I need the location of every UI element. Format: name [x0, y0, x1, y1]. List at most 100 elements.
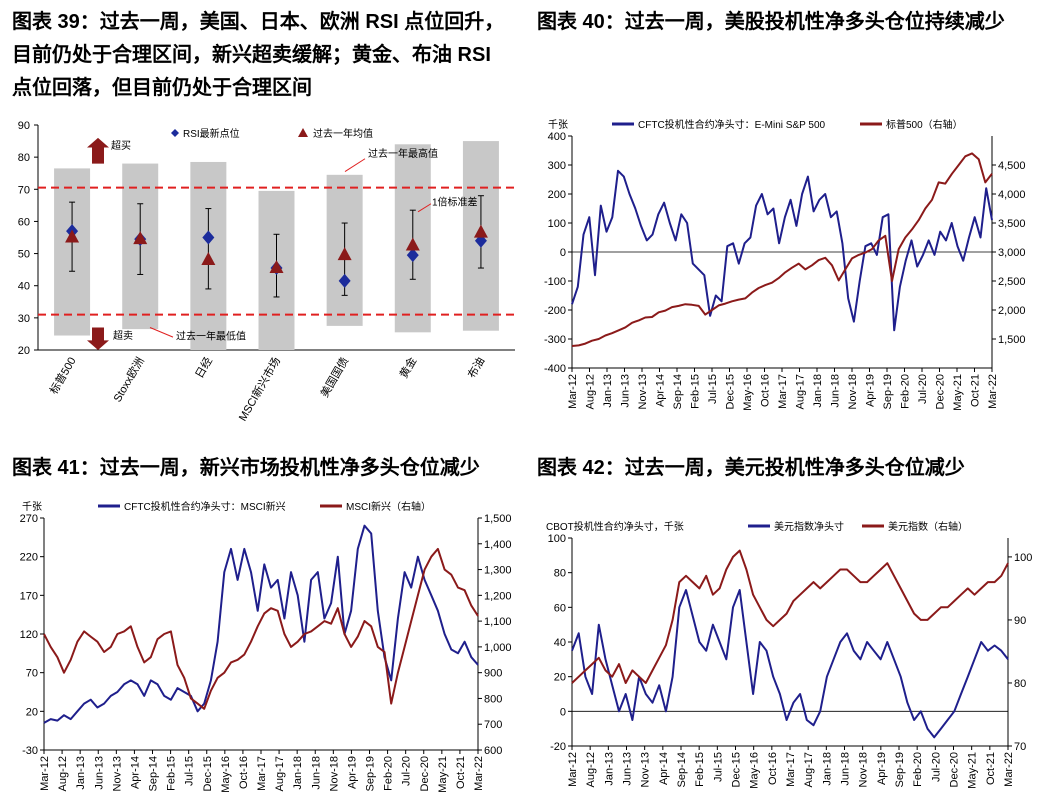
oversold-text: 超卖 — [113, 329, 133, 342]
x-tick-label: Aug-17 — [803, 752, 815, 787]
y-tick-label: 50 — [18, 249, 30, 261]
avg-marker — [65, 229, 80, 243]
x-tick-label: Feb-15 — [694, 752, 706, 787]
net-position-line — [43, 524, 479, 724]
x-tick-label: Jan-13 — [75, 756, 87, 790]
x-tick-label: Jan-18 — [821, 752, 833, 786]
x-tick-label: Dec-20 — [419, 756, 431, 791]
x-tick-label: Jun-18 — [310, 756, 322, 790]
legend-label: CFTC投机性合约净头寸：MSCI新兴 — [124, 500, 286, 513]
right-tick-label: 70 — [1014, 741, 1026, 753]
x-tick-label: Nov-18 — [328, 756, 340, 791]
left-tick-label: 0 — [560, 247, 566, 259]
x-tick-label: Jul-15 — [184, 756, 196, 786]
x-tick-label: Feb-20 — [383, 756, 395, 791]
x-tick-label: Jan-18 — [812, 374, 824, 408]
y-tick-label: 90 — [18, 120, 30, 132]
latest-marker — [406, 248, 419, 263]
legend-label: 美元指数（右轴） — [888, 520, 968, 533]
x-tick-label: Feb-20 — [912, 752, 924, 787]
x-tick-label: Apr-19 — [865, 374, 877, 407]
x-tick-label: Sep-19 — [894, 752, 906, 787]
x-tick-label: Jul-20 — [401, 756, 413, 786]
category-label: 黄金 — [396, 355, 419, 381]
x-tick-label: Nov-18 — [858, 752, 870, 787]
left-tick-label: 80 — [554, 568, 566, 580]
x-tick-label: Jan-13 — [602, 374, 614, 408]
x-tick-label: May-21 — [967, 752, 979, 789]
legend-avg-label: 过去一年均值 — [313, 127, 373, 140]
unit-label: 千张 — [22, 501, 42, 513]
x-tick-label: Nov-13 — [111, 756, 123, 791]
x-tick-label: Aug-12 — [57, 756, 69, 791]
x-tick-label: Nov-13 — [640, 752, 652, 787]
x-tick-label: Apr-19 — [346, 756, 358, 789]
msci-chart: 千张 -30 20 70 120 170 220 270 600 700 800 900 1,000 1,… — [20, 500, 512, 793]
left-tick-label: 200 — [548, 189, 566, 201]
x-tick-label: Aug-17 — [795, 374, 807, 409]
min-pointer — [149, 327, 174, 338]
x-tick-label: Sep-19 — [882, 374, 894, 409]
right-tick-label: 4,500 — [998, 160, 1026, 172]
net-position-line — [571, 169, 993, 332]
avg-marker — [405, 237, 420, 251]
x-tick-label: May-16 — [220, 756, 232, 793]
left-tick-label: -300 — [544, 334, 566, 346]
x-tick-label: Mar-12 — [567, 752, 579, 787]
x-tick-label: Mar-12 — [39, 756, 51, 791]
x-tick-label: Oct-21 — [455, 756, 467, 789]
avg-marker — [337, 247, 352, 261]
x-tick-label: Mar-17 — [256, 756, 268, 791]
right-tick-label: 1,400 — [484, 539, 512, 551]
std-annotation: 1倍标准差 — [432, 195, 478, 208]
legend-latest-label: RSI最新点位 — [183, 127, 240, 140]
category-label: MSCI新兴市场 — [235, 355, 283, 424]
right-tick-label: 700 — [484, 719, 502, 731]
x-tick-label: Nov-13 — [637, 374, 649, 409]
x-tick-label: Jul-20 — [930, 752, 942, 782]
left-tick-label: 120 — [20, 629, 38, 641]
panel-40-title: 图表 40：过去一周，美股投机性净多头仓位持续减少 — [537, 11, 1005, 33]
left-tick-label: -20 — [550, 741, 566, 753]
category-label: Stoxx欧洲 — [111, 355, 147, 404]
dxy-chart: CBOT投机性合约净头寸，千张 -20 0 20 40 60 80 100 70 80 90 100 M… — [546, 520, 1032, 789]
x-tick-label: Mar-17 — [777, 374, 789, 409]
max-pointer — [344, 158, 366, 173]
x-tick-label: Dec-15 — [202, 756, 214, 791]
left-tick-label: 0 — [560, 706, 566, 718]
x-tick-label: Jun-13 — [620, 374, 632, 408]
right-tick-label: 1,500 — [484, 513, 512, 525]
right-tick-label: 90 — [1014, 615, 1026, 627]
x-tick-label: Jun-13 — [622, 752, 634, 786]
category-label: 日经 — [193, 355, 215, 381]
min-annotation: 过去一年最低值 — [176, 329, 246, 342]
right-tick-label: 2,000 — [998, 305, 1026, 317]
legend-avg-marker — [298, 128, 308, 137]
y-tick-label: 60 — [18, 216, 30, 228]
left-tick-label: 400 — [548, 131, 566, 143]
x-tick-label: May-16 — [742, 374, 754, 411]
right-tick-label: 2,500 — [998, 276, 1026, 288]
panel-42-title: 图表 42：过去一周，美元投机性净多头仓位减少 — [537, 457, 965, 479]
left-tick-label: 20 — [26, 706, 38, 718]
x-tick-label: Sep-14 — [676, 752, 688, 787]
x-tick-label: Dec-20 — [949, 752, 961, 787]
x-tick-label: May-21 — [952, 374, 964, 411]
x-tick-label: Mar-22 — [987, 374, 999, 409]
x-tick-label: Jun-18 — [840, 752, 852, 786]
index-line — [43, 547, 479, 710]
legend-latest-marker — [171, 129, 179, 137]
overbought-arrow — [87, 137, 109, 164]
right-tick-label: 3,500 — [998, 218, 1026, 230]
x-tick-label: Oct-16 — [760, 374, 772, 407]
left-tick-label: 20 — [554, 672, 566, 684]
index-line — [571, 152, 993, 347]
x-tick-label: Nov-18 — [847, 374, 859, 409]
x-tick-label: Sep-19 — [365, 756, 377, 791]
x-tick-label: Jan-13 — [603, 752, 615, 786]
right-tick-label: 100 — [1014, 552, 1032, 564]
y-tick-label: 20 — [18, 345, 30, 357]
right-tick-label: 80 — [1014, 678, 1026, 690]
x-tick-label: Jan-18 — [292, 756, 304, 790]
left-tick-label: -100 — [544, 276, 566, 288]
